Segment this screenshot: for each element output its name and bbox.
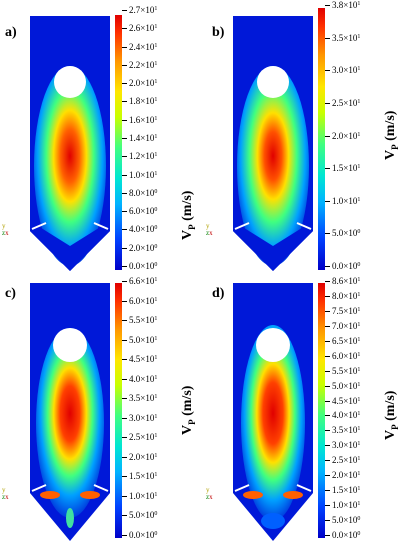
colorbar bbox=[115, 15, 122, 270]
panel-label: a) bbox=[5, 25, 17, 40]
colorbar-tick-label: 3.5×101 bbox=[324, 425, 361, 436]
axes-triad: y zx bbox=[2, 222, 9, 237]
colorbar-tick-label: 1.4×101 bbox=[121, 133, 158, 143]
colorbar-tick-label: 4.0×101 bbox=[121, 373, 158, 384]
colorbar-title: VP (m/s) bbox=[180, 190, 197, 240]
colorbar-tick-label: 6.0×101 bbox=[121, 295, 158, 306]
colorbar-tick-label: 4.5×101 bbox=[121, 354, 158, 365]
colorbar-tick-label: 5.0×100 bbox=[324, 228, 361, 239]
colorbar-tick-label: 1.0×101 bbox=[324, 500, 361, 511]
velocity-contour-plot bbox=[233, 16, 313, 271]
colorbar-tick-label: 1.6×101 bbox=[121, 114, 158, 125]
colorbar-tick-label: 8.0×101 bbox=[324, 290, 361, 301]
colorbar-tick-label: 4.0×101 bbox=[324, 410, 361, 421]
colorbar-tick-label: 5.5×101 bbox=[324, 365, 361, 376]
velocity-contour-plot bbox=[30, 283, 110, 541]
colorbar-tick-label: 3.5×101 bbox=[121, 393, 158, 404]
colorbar-tick-label: 0.0×100 bbox=[324, 261, 361, 271]
colorbar-tick-label: 2.5×101 bbox=[324, 455, 361, 466]
colorbar-tick-label: 2.5×101 bbox=[121, 432, 158, 443]
panel-label: c) bbox=[5, 286, 16, 301]
axes-triad: y zx bbox=[206, 222, 213, 237]
colorbar-tick-label: 5.0×100 bbox=[324, 515, 361, 526]
colorbar-tick-label: 3.0×101 bbox=[324, 65, 361, 76]
cylinder-obstacle bbox=[257, 66, 289, 98]
colorbar-title: VP (m/s) bbox=[180, 385, 197, 435]
colorbar-tick-label: 2.5×101 bbox=[324, 97, 361, 108]
colorbar-tick-label: 1.5×101 bbox=[324, 485, 361, 496]
colorbar-tick-label: 2.4×101 bbox=[121, 41, 158, 52]
colorbar bbox=[318, 8, 325, 270]
cylinder-obstacle bbox=[256, 328, 290, 362]
colorbar-tick-label: 3.5×101 bbox=[324, 32, 361, 43]
colorbar-tick-label: 2.6×101 bbox=[121, 23, 158, 34]
colorbar-tick-label: 0.0×100 bbox=[121, 530, 158, 540]
colorbar-tick-label: 1.0×101 bbox=[121, 490, 158, 501]
colorbar-tick-label: 2.0×101 bbox=[121, 78, 158, 89]
axes-triad: y zx bbox=[206, 486, 213, 501]
colorbar-tick-label: 0.0×100 bbox=[324, 530, 361, 540]
colorbar-tick-label: 2.0×100 bbox=[121, 242, 158, 253]
colorbar-tick-label: 0.0×100 bbox=[121, 261, 158, 271]
colorbar-tick-label: 1.5×101 bbox=[121, 471, 158, 482]
colorbar-tick-label: 7.0×101 bbox=[324, 320, 361, 331]
colorbar-tick-label: 3.8×101 bbox=[324, 0, 361, 10]
colorbar-tick-label: 1.0×101 bbox=[324, 195, 361, 206]
colorbar-tick-label: 7.5×101 bbox=[324, 305, 361, 316]
colorbar-tick-label: 5.0×101 bbox=[121, 334, 158, 345]
colorbar-tick-label: 2.0×101 bbox=[324, 470, 361, 481]
colorbar-tick-label: 1.0×101 bbox=[121, 169, 158, 180]
colorbar-tick-label: 2.0×101 bbox=[121, 451, 158, 462]
colorbar-tick-label: 1.5×101 bbox=[324, 163, 361, 174]
colorbar-tick-label: 6.5×101 bbox=[324, 335, 361, 346]
panel-label: b) bbox=[212, 25, 225, 40]
colorbar-tick-label: 8.6×101 bbox=[324, 276, 361, 286]
colorbar bbox=[318, 283, 325, 538]
velocity-contour-plot bbox=[30, 16, 110, 271]
colorbar-tick-label: 3.0×101 bbox=[121, 412, 158, 423]
colorbar-tick-label: 4.0×100 bbox=[121, 224, 158, 235]
colorbar-tick-label: 2.2×101 bbox=[121, 59, 158, 70]
colorbar-tick-label: 8.0×100 bbox=[121, 187, 158, 198]
axes-triad: y zx bbox=[2, 486, 9, 501]
cylinder-obstacle bbox=[53, 328, 87, 362]
colorbar-tick-label: 1.8×101 bbox=[121, 96, 158, 107]
colorbar-title: VP (m/s) bbox=[383, 390, 400, 440]
colorbar-tick-label: 2.0×101 bbox=[324, 130, 361, 141]
colorbar-tick-label: 2.7×101 bbox=[121, 5, 158, 15]
colorbar-tick-label: 5.5×101 bbox=[121, 315, 158, 326]
colorbar-tick-label: 4.5×101 bbox=[324, 395, 361, 406]
cylinder-obstacle bbox=[54, 66, 86, 98]
colorbar-tick-label: 3.0×101 bbox=[324, 440, 361, 451]
colorbar-tick-label: 6.0×100 bbox=[121, 206, 158, 217]
colorbar-tick-label: 5.0×100 bbox=[121, 510, 158, 521]
colorbar bbox=[115, 283, 122, 538]
colorbar-tick-label: 1.2×101 bbox=[121, 151, 158, 162]
colorbar-title: VP (m/s) bbox=[383, 110, 400, 160]
panel-label: d) bbox=[212, 286, 225, 301]
colorbar-tick-label: 5.0×101 bbox=[324, 380, 361, 391]
colorbar-tick-label: 6.0×101 bbox=[324, 350, 361, 361]
velocity-contour-plot bbox=[233, 283, 313, 541]
colorbar-tick-label: 6.6×101 bbox=[121, 276, 158, 286]
